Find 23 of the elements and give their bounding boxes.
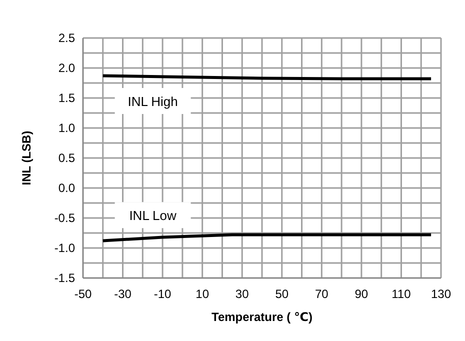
- y-axis-title: INL (LSB): [19, 130, 34, 186]
- text: -1.0: [54, 241, 75, 255]
- x-tick-label: 90: [354, 287, 368, 301]
- x-tick-label: 50: [275, 287, 289, 301]
- annotation: INL High: [128, 94, 178, 109]
- x-tick-label: -50: [74, 287, 92, 301]
- text: 0.0: [58, 181, 75, 195]
- annotation: INL Low: [129, 208, 178, 224]
- y-tick-label: -0.5: [54, 211, 76, 225]
- x-tick-label: 30: [235, 287, 250, 301]
- x-tick-label: 10: [196, 287, 210, 301]
- text: 2.0: [58, 61, 75, 75]
- y-tick-label: 1.5: [58, 91, 76, 105]
- x-tick-label: 130: [430, 287, 452, 301]
- x-tick-label: 110: [392, 287, 412, 301]
- x-tick-label: -30: [114, 287, 132, 301]
- text: 1.0: [58, 121, 75, 135]
- x-tick-label: 70: [314, 287, 329, 301]
- y-tick-label: 0.5: [58, 151, 76, 165]
- y-tick-label: 2.5: [58, 31, 76, 45]
- x-axis-title: Temperature ( ℃): [212, 310, 312, 324]
- y-tick-label: -1.5: [54, 271, 76, 285]
- x-tick-label: -10: [154, 287, 172, 301]
